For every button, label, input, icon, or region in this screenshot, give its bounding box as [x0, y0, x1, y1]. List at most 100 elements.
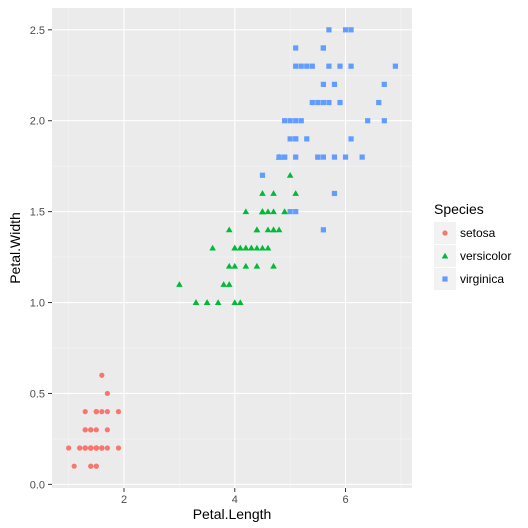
data-point-versicolor [270, 190, 277, 196]
data-point-setosa [88, 463, 94, 469]
data-point-versicolor [270, 226, 277, 233]
data-point-virginica [287, 118, 293, 124]
data-point-virginica [315, 154, 321, 160]
data-point-versicolor [225, 262, 233, 269]
data-point-versicolor [242, 244, 250, 251]
data-point-versicolor [231, 262, 239, 269]
legend-label: setosa [460, 226, 496, 240]
data-point-versicolor [231, 244, 239, 251]
data-point-setosa [77, 445, 83, 451]
data-point-setosa [71, 463, 77, 469]
data-point-versicolor [214, 299, 222, 306]
series-setosa [66, 372, 122, 469]
legend-key-marker [442, 230, 448, 236]
legend-label: virginica [460, 272, 504, 286]
data-point-versicolor [209, 244, 216, 251]
data-point-versicolor [264, 208, 272, 215]
data-point-virginica [287, 209, 293, 215]
data-point-virginica [293, 63, 299, 69]
data-point-versicolor [225, 226, 233, 233]
data-point-setosa [93, 409, 99, 415]
y-tick-label: 1.5 [30, 207, 45, 219]
data-point-versicolor [237, 299, 244, 306]
data-point-virginica [320, 227, 326, 233]
legend-item-setosa: setosa [434, 222, 496, 244]
data-point-setosa [104, 445, 110, 451]
legend-item-versicolor: versicolor [434, 245, 511, 267]
y-axis-ticks: 0.0 0.5 1.0 1.5 2.0 2.5 [30, 25, 52, 491]
data-point-virginica [259, 172, 266, 178]
data-point-virginica [381, 118, 387, 124]
data-point-setosa [115, 445, 122, 451]
x-tick-label: 2 [121, 494, 127, 506]
data-point-virginica [320, 81, 326, 87]
data-point-setosa [82, 427, 88, 433]
data-point-versicolor [248, 244, 255, 251]
data-point-setosa [66, 445, 72, 451]
data-point-setosa [104, 409, 110, 415]
data-point-versicolor [264, 244, 272, 251]
data-point-versicolor [259, 208, 266, 215]
data-point-virginica [293, 209, 299, 215]
data-point-versicolor [237, 244, 244, 251]
data-point-virginica [282, 154, 288, 160]
data-point-versicolor [270, 262, 277, 269]
legend-key-marker [441, 252, 449, 259]
legend-key-marker [442, 276, 448, 282]
x-tick-label: 4 [232, 494, 238, 506]
data-point-virginica [293, 154, 299, 160]
data-point-virginica [331, 81, 338, 87]
data-point-virginica [337, 99, 343, 106]
data-point-versicolor [292, 190, 299, 196]
data-point-virginica [320, 99, 326, 106]
data-point-setosa [104, 390, 110, 397]
data-point-setosa [93, 463, 99, 469]
data-point-setosa [99, 445, 105, 451]
data-point-setosa [104, 427, 110, 433]
data-point-virginica [392, 63, 398, 69]
data-point-versicolor [270, 208, 277, 215]
x-axis-ticks: 2 4 6 [121, 488, 349, 506]
major-gridlines [52, 8, 412, 488]
data-point-virginica [331, 154, 338, 160]
data-point-setosa [93, 445, 99, 451]
data-point-virginica [348, 136, 354, 142]
data-point-versicolor [231, 299, 239, 306]
data-point-virginica [309, 63, 315, 69]
data-point-virginica [298, 118, 304, 124]
y-tick-label: 0.0 [30, 479, 45, 491]
data-point-setosa [99, 409, 105, 415]
data-point-setosa [99, 372, 105, 378]
data-point-virginica [326, 63, 332, 69]
legend-item-virginica: virginica [434, 268, 504, 290]
data-point-versicolor [275, 226, 283, 233]
data-point-versicolor [253, 226, 261, 233]
y-tick-label: 1.0 [30, 298, 45, 310]
data-point-virginica [337, 63, 343, 69]
series-versicolor [176, 153, 299, 306]
data-point-versicolor [286, 171, 294, 178]
y-axis-title: Petal.Width [7, 212, 23, 284]
data-point-setosa [93, 427, 99, 433]
data-point-setosa [115, 409, 122, 415]
data-point-versicolor [242, 262, 250, 269]
data-point-virginica [304, 136, 310, 142]
data-point-virginica [342, 154, 349, 160]
data-point-virginica [320, 154, 326, 160]
data-point-virginica [381, 81, 387, 87]
data-point-setosa [82, 445, 88, 451]
data-point-virginica [342, 27, 349, 33]
series-virginica [259, 27, 398, 233]
data-point-virginica [276, 154, 282, 160]
data-point-virginica [293, 118, 299, 124]
data-point-versicolor [176, 281, 183, 287]
data-point-versicolor [203, 299, 211, 306]
y-tick-label: 2.5 [30, 25, 45, 37]
data-point-virginica [287, 136, 293, 142]
data-point-virginica [282, 118, 288, 124]
data-point-virginica [331, 190, 338, 197]
data-point-versicolor [281, 208, 288, 215]
data-point-virginica [315, 99, 321, 106]
minor-gridlines [52, 8, 412, 488]
plot-panel [52, 8, 412, 488]
